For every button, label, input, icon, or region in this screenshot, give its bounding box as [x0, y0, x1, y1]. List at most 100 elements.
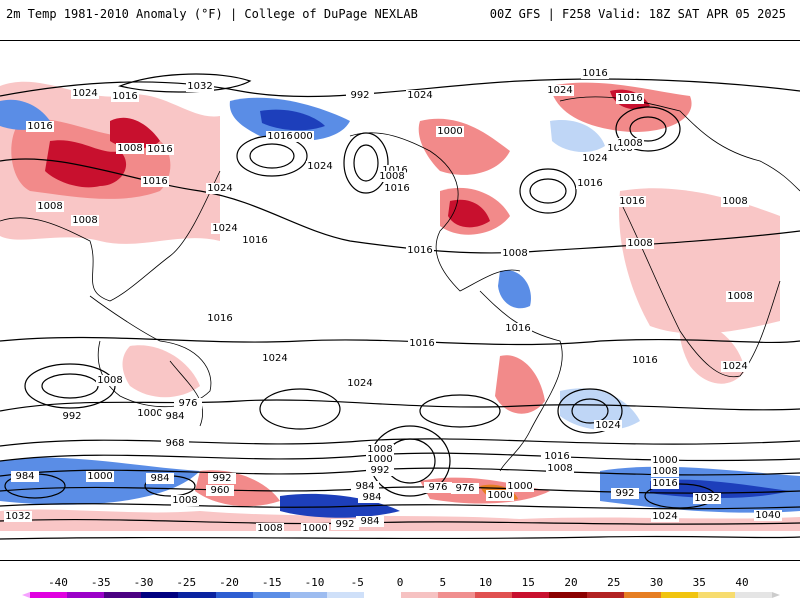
contour-label-bg	[366, 454, 394, 465]
contour-label: 1024	[347, 378, 372, 389]
contour-label: 1032	[5, 511, 30, 522]
colorbar-segment	[401, 592, 439, 598]
colorbar-segment	[67, 592, 105, 598]
contour-label-bg	[26, 121, 54, 132]
contour-label-bg	[651, 511, 679, 522]
contour-label-bg	[174, 398, 202, 409]
contour-label: 1016	[382, 165, 407, 176]
contour-label: 1016	[242, 235, 267, 246]
contour-label: 1032	[187, 81, 212, 92]
colorbar-tick-label: 15	[521, 576, 535, 589]
contour-label: 1016	[407, 245, 432, 256]
contour-label-bg	[436, 126, 464, 137]
contour-label: 1016	[632, 355, 657, 366]
contour-label-bg	[186, 81, 214, 92]
contour-label: 992	[370, 465, 389, 476]
model-run-info: 00Z GFS | F258 Valid: 18Z SAT APR 05 202…	[489, 7, 786, 21]
contour-label-bg	[451, 483, 479, 494]
colorbar-tick-label: 25	[607, 576, 621, 589]
contour-label-bg	[266, 131, 294, 142]
contour-label-bg	[331, 519, 359, 530]
colorbar-tick-label: -10	[304, 576, 325, 589]
contour-label: 984	[360, 516, 379, 527]
contour-label: 1008	[37, 201, 62, 212]
colorbar-tick-label: 0	[396, 576, 404, 589]
contour-label-bg	[206, 313, 234, 324]
contour-label-bg	[383, 183, 411, 194]
contour-label: 1016	[544, 451, 569, 462]
contour-label-bg	[366, 465, 394, 476]
contour-label: 992	[62, 411, 81, 422]
contour-label-bg	[146, 144, 174, 155]
contour-label-bg	[378, 171, 406, 182]
contour-label: 1024	[207, 183, 232, 194]
contour-label-bg	[576, 178, 604, 189]
contour-label: 1016	[112, 91, 137, 102]
contour-label: 984	[150, 473, 169, 484]
anomaly-map: 1032 1024 1016 1016 1000 992 1008 1016 1008 1008 1…	[0, 40, 800, 561]
contour-label-bg	[631, 355, 659, 366]
contour-label-bg	[141, 176, 169, 187]
header: 2m Temp 1981-2010 Anomaly (°F) | College…	[0, 0, 800, 30]
contour-label: 1016	[384, 183, 409, 194]
contour-label-bg	[581, 153, 609, 164]
contour-label-bg	[358, 492, 386, 503]
contour-label: 984	[362, 492, 381, 503]
contour-label-bg	[651, 455, 679, 466]
contour-label: 1016	[207, 313, 232, 324]
contour-label-bg	[504, 323, 532, 334]
map-title: 2m Temp 1981-2010 Anomaly (°F) | College…	[6, 7, 418, 21]
contour-label-bg	[111, 91, 139, 102]
colorbar-tick-label: -30	[133, 576, 154, 589]
contour-label-bg	[581, 68, 609, 79]
colorbar-max-arrow	[772, 592, 780, 598]
contour-label: 1024	[212, 223, 237, 234]
colorbar-gradient	[30, 592, 773, 598]
colorbar-segment	[438, 592, 476, 598]
colorbar-segment	[512, 592, 550, 598]
colorbar-tick-label: 30	[649, 576, 664, 589]
colorbar-segment	[697, 592, 736, 598]
colorbar-tick-label: 20	[564, 576, 578, 589]
colorbar-tick-label: 40	[735, 576, 749, 589]
contour-label: 960	[210, 485, 229, 496]
contour-label-bg	[241, 235, 269, 246]
contour-label: 1016	[652, 478, 677, 489]
contour-label-bg	[351, 481, 379, 492]
contour-label: 1024	[407, 90, 432, 101]
contour-label: 1000	[367, 454, 392, 465]
contour-label: 1024	[595, 420, 620, 431]
colorbar-tick-label: -40	[48, 576, 68, 589]
contour-label-bg	[256, 523, 284, 534]
colorbar-tick-label: 5	[439, 576, 447, 589]
contour-label: 992	[335, 519, 354, 530]
contour-label-bg	[546, 85, 574, 96]
contour-label: 976	[428, 482, 447, 493]
contour-label-bg	[161, 438, 189, 449]
contour-label: 1000	[437, 126, 462, 137]
contour-label: 1008	[627, 238, 652, 249]
contour-label: 1024	[547, 85, 572, 96]
contour-label-bg	[616, 138, 644, 149]
contour-label-bg	[206, 485, 234, 496]
contour-label-bg	[286, 131, 314, 142]
contour-label-bg	[96, 375, 124, 386]
contour-label: 976	[178, 398, 197, 409]
colorbar-tick-label: 35	[692, 576, 706, 589]
contour-label: 1008	[97, 375, 122, 386]
colorbar-segment	[104, 592, 142, 598]
contour-label-bg	[366, 444, 394, 455]
colorbar-segment	[623, 592, 662, 598]
contour-label: 1000	[487, 490, 512, 501]
colorbar-segment	[363, 592, 402, 598]
contour-label: 1000	[287, 131, 312, 142]
colorbar-min-arrow	[22, 592, 30, 598]
isobar-contours	[0, 73, 800, 540]
contour-label-bg	[11, 471, 39, 482]
contour-label-bg	[301, 523, 329, 534]
contour-label-bg	[408, 338, 436, 349]
colorbar: -40 -35 -30 -25 -20 -15 -10 -5 0 5 10 15 20 25 30 35 40	[0, 570, 800, 600]
contour-label-bg	[306, 161, 334, 172]
contour-label-bg	[594, 420, 622, 431]
colorbar-segment	[178, 592, 216, 598]
